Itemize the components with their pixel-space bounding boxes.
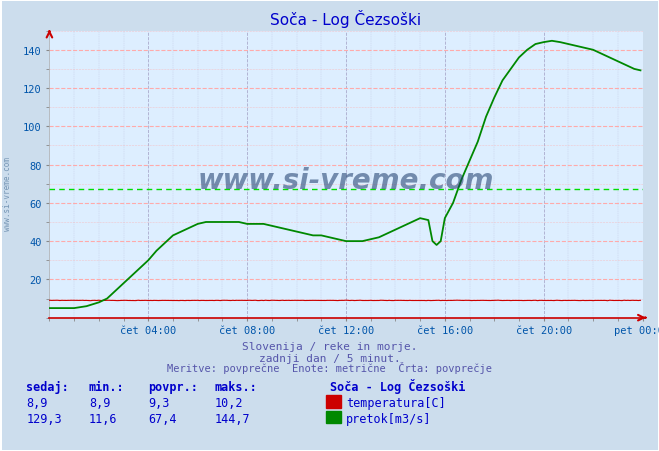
Text: 8,9: 8,9: [26, 396, 47, 409]
Text: temperatura[C]: temperatura[C]: [346, 396, 445, 409]
Text: 144,7: 144,7: [214, 412, 250, 425]
Text: www.si-vreme.com: www.si-vreme.com: [198, 166, 494, 194]
Text: pretok[m3/s]: pretok[m3/s]: [346, 412, 432, 425]
Text: 67,4: 67,4: [148, 412, 177, 425]
Text: www.si-vreme.com: www.si-vreme.com: [3, 157, 13, 231]
Text: 8,9: 8,9: [89, 396, 110, 409]
Text: 129,3: 129,3: [26, 412, 62, 425]
Text: sedaj:: sedaj:: [26, 380, 69, 393]
Text: maks.:: maks.:: [214, 380, 257, 393]
Text: Slovenija / reke in morje.: Slovenija / reke in morje.: [242, 341, 417, 351]
Text: povpr.:: povpr.:: [148, 380, 198, 393]
Title: Soča - Log Čezsoški: Soča - Log Čezsoški: [270, 9, 422, 28]
Text: 10,2: 10,2: [214, 396, 243, 409]
Text: Meritve: povprečne  Enote: metrične  Črta: povprečje: Meritve: povprečne Enote: metrične Črta:…: [167, 361, 492, 373]
Text: 11,6: 11,6: [89, 412, 117, 425]
Text: zadnji dan / 5 minut.: zadnji dan / 5 minut.: [258, 353, 401, 363]
Text: Soča - Log Čezsоški: Soča - Log Čezsоški: [330, 378, 465, 393]
Text: min.:: min.:: [89, 380, 125, 393]
Text: 9,3: 9,3: [148, 396, 169, 409]
